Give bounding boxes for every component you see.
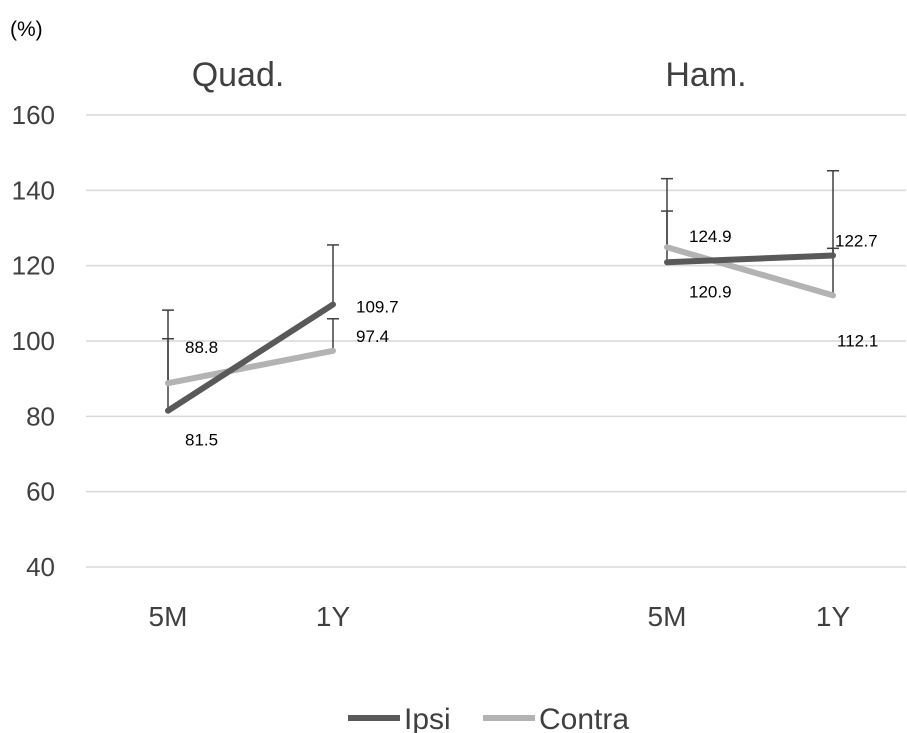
- data-label: 124.9: [689, 227, 732, 246]
- data-label: 109.7: [356, 297, 399, 316]
- y-axis-ticks: 40 60 80 100 120 140 160: [12, 100, 55, 582]
- panel-quad: Quad. 5M 1Y 81.5 109.7 88.8 97.4: [149, 56, 399, 632]
- legend-label-contra: Contra: [539, 703, 629, 733]
- x-tick-label: 1Y: [816, 601, 851, 632]
- data-label: 122.7: [835, 231, 878, 250]
- legend: Ipsi Contra: [348, 703, 629, 733]
- data-label: 81.5: [185, 431, 218, 450]
- chart-panels: Quad. 5M 1Y 81.5 109.7 88.8 97.4 Ham. 5M 1Y 120.9 1…: [149, 56, 879, 632]
- legend-label-ipsi: Ipsi: [404, 703, 451, 733]
- data-label: 112.1: [837, 331, 878, 350]
- panel-ham: Ham. 5M 1Y 120.9 122.7 124.9 112.1: [648, 56, 879, 632]
- x-tick-label: 5M: [648, 601, 687, 632]
- y-tick-label: 60: [26, 477, 55, 507]
- panel-title: Quad.: [192, 56, 285, 94]
- y-tick-label: 120: [12, 251, 55, 281]
- y-tick-label: 40: [26, 552, 55, 582]
- x-tick-label: 5M: [149, 601, 188, 632]
- y-unit-label: (%): [10, 18, 43, 41]
- y-tick-label: 160: [12, 100, 55, 130]
- series-line-ipsi: [664, 252, 836, 266]
- series-line-contra: [165, 347, 336, 387]
- x-tick-label: 1Y: [316, 601, 351, 632]
- series-line-contra: [664, 244, 836, 299]
- panel-title: Ham.: [665, 56, 746, 94]
- data-label: 120.9: [689, 282, 732, 301]
- data-label: 88.8: [185, 338, 218, 357]
- series-line-ipsi: [165, 301, 336, 414]
- y-tick-label: 140: [12, 175, 55, 205]
- y-tick-label: 100: [12, 326, 55, 356]
- gridlines: [86, 114, 906, 568]
- y-tick-label: 80: [26, 401, 55, 431]
- data-label: 97.4: [356, 327, 389, 346]
